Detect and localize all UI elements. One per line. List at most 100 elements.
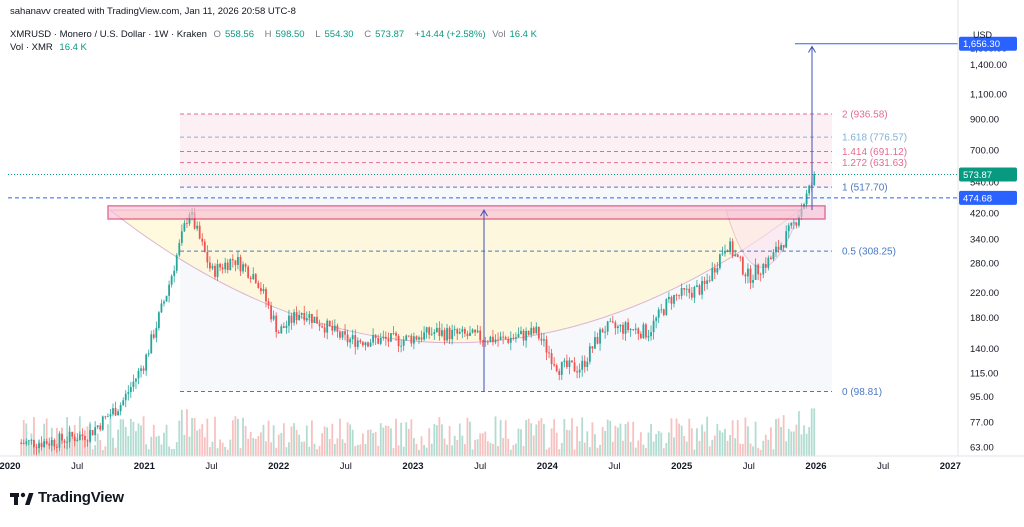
volume-bar [619,423,622,456]
volume-bar [392,448,395,456]
candle-body [303,313,306,321]
candle-body [647,336,650,338]
candle-body [545,339,548,353]
candle-body [721,253,724,255]
volume-bar [438,417,441,456]
price-axis-tick: 220.00 [970,288,999,299]
volume-bar [645,447,647,456]
price-badge[interactable] [959,190,1017,205]
volume-bar [277,434,280,456]
candle-body [208,262,211,269]
volume-bar [412,438,415,456]
volume-bar [443,438,446,456]
volume-bar [808,427,811,456]
volume-bar [522,446,525,456]
volume-bar [165,424,168,456]
candle-body [211,265,214,269]
volume-bar [351,429,354,456]
volume-bar [61,435,63,456]
volume-bar [96,433,99,456]
fib-level-label: 1.414 (691.12) [842,147,907,158]
volume-bar [810,408,813,456]
handle-pattern[interactable] [725,209,801,268]
volume-bar [527,418,530,456]
volume-bar [270,442,272,456]
candle-body [494,339,497,343]
candle-body [683,288,686,290]
candle-body [285,325,288,328]
candle-body [331,325,334,331]
candle-body [237,256,239,265]
volume-bar [565,429,568,456]
resistance-zone[interactable] [107,205,826,220]
time-axis-tick: Jul [877,461,889,472]
volume-bar [550,428,553,456]
candle-body [558,371,561,375]
candle-body [310,313,313,324]
volume-bar [147,449,150,456]
candle-body [367,342,369,347]
volume-bar [415,443,418,456]
volume-bar [387,426,390,456]
candle-body [428,327,431,335]
candle-body [522,330,525,341]
volume-bar [489,442,492,456]
candle-body [466,333,469,336]
candle-body [259,287,262,292]
candle-body [101,416,104,430]
volume-bar [364,443,367,456]
candle-body [632,329,635,330]
volume-bar [448,425,451,456]
volume-bar [318,445,321,456]
volume-bar [667,432,670,456]
price-axis-tick: 95.00 [970,392,994,403]
currency-label[interactable]: USD [973,30,993,40]
price-axis-tick: 140.00 [970,344,999,355]
volume-bar [466,417,469,456]
candle-body [757,264,760,275]
volume-bar [739,443,742,456]
candle-body [341,331,344,338]
candle-body [198,225,201,239]
price-axis-tick: 700.00 [970,145,999,156]
price-badge[interactable] [959,36,1017,51]
volume-bar [423,445,425,456]
volume-bar [265,441,267,456]
price-axis-tick: 1,100.00 [970,90,1007,101]
candle-body [234,260,237,265]
volume-bar [734,438,737,456]
ohlc-high: H 598.50 [264,29,305,40]
fib-level-label: 1.618 (776.57) [842,133,907,144]
volume-bar [724,428,726,456]
volume-bar [305,425,308,456]
volume-bar [333,444,336,456]
price-badge[interactable] [959,167,1017,182]
tradingview-logo[interactable]: TradingView [10,489,124,506]
candle-body [504,337,507,339]
volume-bar [163,432,165,456]
volume-bar [420,436,423,456]
candle-body [112,408,114,415]
candle-body [295,312,298,321]
symbol-title[interactable]: XMRUSD · Monero / U.S. Dollar · 1W · Kra… [10,29,207,40]
volume-bar [517,428,520,456]
candle-body [267,301,270,306]
candle-body [231,259,234,261]
candle-body [377,338,380,344]
candle-body [55,446,58,448]
candle-body [576,371,578,373]
time-axis-tick: 2026 [805,461,826,472]
candle-body [701,280,703,295]
candle-body [463,329,466,334]
volume-bar [91,449,94,456]
candle-body [611,321,614,323]
candle-body [553,364,556,366]
volume-bar [252,438,255,456]
candle-body [372,335,374,343]
candle-body [349,339,352,343]
volume-bar [157,435,160,456]
volume-series-name[interactable]: Vol · XMR [10,42,53,53]
volume-bar [588,447,591,456]
